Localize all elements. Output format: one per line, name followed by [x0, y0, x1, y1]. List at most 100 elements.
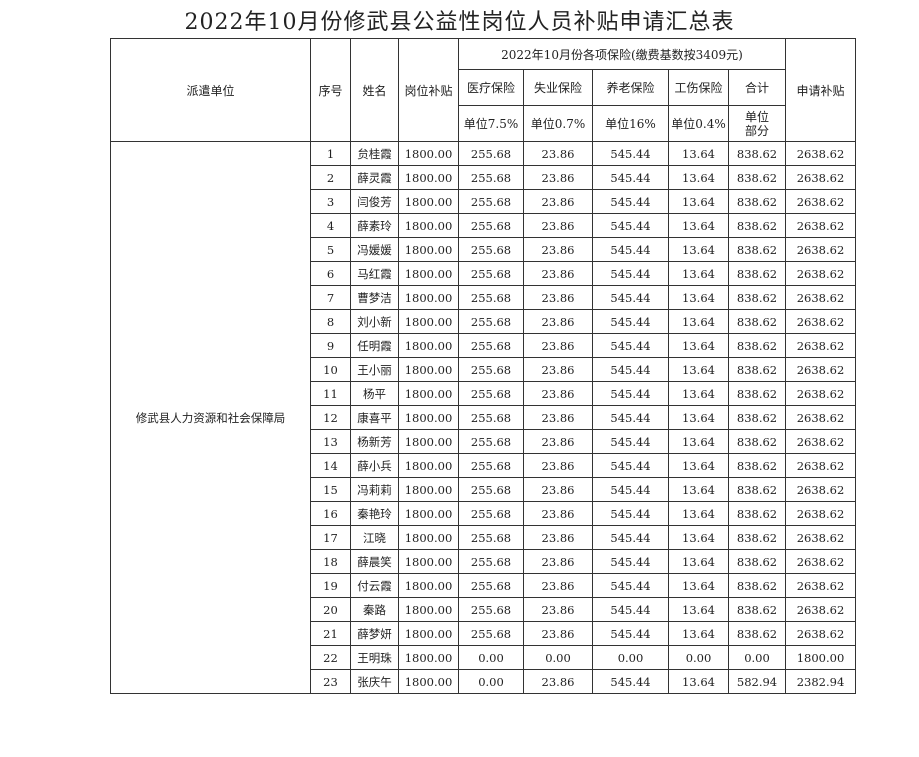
row-total: 838.62: [728, 189, 786, 214]
row-no: 6: [310, 261, 351, 286]
row-name: 刘小新: [350, 309, 399, 334]
row-medical: 255.68: [458, 309, 524, 334]
row-no: 9: [310, 333, 351, 358]
row-post-subsidy: 1800.00: [398, 549, 459, 574]
row-post-subsidy: 1800.00: [398, 357, 459, 382]
row-apply: 2638.62: [785, 261, 856, 286]
header-unemployment: 失业保险: [523, 69, 593, 106]
table-row: 4 薛素玲 1800.00 255.68 23.86 545.44 13.64 838.62 2…: [111, 213, 856, 238]
row-unemployment: 23.86: [523, 333, 593, 358]
row-post-subsidy: 1800.00: [398, 525, 459, 550]
row-no: 11: [310, 381, 351, 406]
row-post-subsidy: 1800.00: [398, 501, 459, 526]
row-name: 薛素玲: [350, 213, 399, 238]
row-injury: 13.64: [668, 453, 729, 478]
row-apply: 1800.00: [785, 645, 856, 670]
row-no: 7: [310, 285, 351, 310]
row-post-subsidy: 1800.00: [398, 453, 459, 478]
row-medical: 0.00: [458, 645, 524, 670]
row-medical: 255.68: [458, 597, 524, 622]
table-row: 19 付云霞 1800.00 255.68 23.86 545.44 13.64 838.62…: [111, 573, 856, 598]
row-name: 秦路: [350, 597, 399, 622]
row-post-subsidy: 1800.00: [398, 333, 459, 358]
row-apply: 2638.62: [785, 501, 856, 526]
row-no: 3: [310, 189, 351, 214]
row-unemployment: 23.86: [523, 213, 593, 238]
row-pension: 545.44: [592, 237, 669, 262]
table-row: 12 康喜平 1800.00 255.68 23.86 545.44 13.64 838.62…: [111, 405, 856, 430]
header-name: 姓名: [350, 38, 399, 142]
row-injury: 0.00: [668, 645, 729, 670]
row-medical: 255.68: [458, 453, 524, 478]
row-name: 马红霞: [350, 261, 399, 286]
row-no: 19: [310, 573, 351, 598]
row-total: 838.62: [728, 429, 786, 454]
row-no: 15: [310, 477, 351, 502]
row-total: 838.62: [728, 285, 786, 310]
row-injury: 13.64: [668, 309, 729, 334]
row-no: 21: [310, 621, 351, 646]
table-row: 11 杨平 1800.00 255.68 23.86 545.44 13.64 838.62 2…: [111, 381, 856, 406]
row-total: 838.62: [728, 357, 786, 382]
row-total: 838.62: [728, 333, 786, 358]
row-apply: 2638.62: [785, 189, 856, 214]
row-name: 薛小兵: [350, 453, 399, 478]
row-medical: 255.68: [458, 621, 524, 646]
header-total-note: 单位部分: [728, 105, 786, 142]
row-injury: 13.64: [668, 165, 729, 190]
table-row: 9 任明霞 1800.00 255.68 23.86 545.44 13.64 838.62 2…: [111, 333, 856, 358]
row-injury: 13.64: [668, 333, 729, 358]
row-pension: 545.44: [592, 669, 669, 694]
row-name: 杨新芳: [350, 429, 399, 454]
row-apply: 2638.62: [785, 405, 856, 430]
table-row: 17 江晓 1800.00 255.68 23.86 545.44 13.64 838.62 2…: [111, 525, 856, 550]
row-unemployment: 23.86: [523, 621, 593, 646]
row-injury: 13.64: [668, 237, 729, 262]
row-pension: 545.44: [592, 621, 669, 646]
row-unemployment: 23.86: [523, 453, 593, 478]
row-no: 20: [310, 597, 351, 622]
row-injury: 13.64: [668, 357, 729, 382]
row-pension: 545.44: [592, 333, 669, 358]
row-injury: 13.64: [668, 621, 729, 646]
row-name: 曹梦洁: [350, 285, 399, 310]
table-row: 13 杨新芳 1800.00 255.68 23.86 545.44 13.64 838.62…: [111, 429, 856, 454]
row-apply: 2638.62: [785, 285, 856, 310]
row-total: 838.62: [728, 525, 786, 550]
row-injury: 13.64: [668, 213, 729, 238]
row-apply: 2638.62: [785, 525, 856, 550]
table-row: 23 张庆午 1800.00 0.00 23.86 545.44 13.64 582.94 23…: [111, 669, 856, 694]
row-unemployment: 23.86: [523, 237, 593, 262]
row-name: 张庆午: [350, 669, 399, 694]
row-apply: 2638.62: [785, 141, 856, 166]
row-total: 838.62: [728, 453, 786, 478]
row-medical: 255.68: [458, 261, 524, 286]
row-medical: 255.68: [458, 501, 524, 526]
row-total: 838.62: [728, 573, 786, 598]
row-medical: 255.68: [458, 477, 524, 502]
row-unemployment: 23.86: [523, 261, 593, 286]
row-name: 冯莉莉: [350, 477, 399, 502]
row-post-subsidy: 1800.00: [398, 285, 459, 310]
row-name: 杨平: [350, 381, 399, 406]
row-injury: 13.64: [668, 477, 729, 502]
row-unemployment: 23.86: [523, 429, 593, 454]
row-injury: 13.64: [668, 405, 729, 430]
row-unemployment: 23.86: [523, 165, 593, 190]
row-name: 付云霞: [350, 573, 399, 598]
table-row: 14 薛小兵 1800.00 255.68 23.86 545.44 13.64 838.62…: [111, 453, 856, 478]
row-unemployment: 23.86: [523, 357, 593, 382]
row-pension: 545.44: [592, 549, 669, 574]
row-name: 薛灵霞: [350, 165, 399, 190]
row-no: 4: [310, 213, 351, 238]
row-unemployment: 23.86: [523, 285, 593, 310]
row-no: 22: [310, 645, 351, 670]
row-name: 冯媛媛: [350, 237, 399, 262]
row-unemployment: 23.86: [523, 573, 593, 598]
table-row: 20 秦路 1800.00 255.68 23.86 545.44 13.64 838.62 2…: [111, 597, 856, 622]
row-no: 1: [310, 141, 351, 166]
row-no: 5: [310, 237, 351, 262]
row-pension: 545.44: [592, 597, 669, 622]
row-medical: 255.68: [458, 285, 524, 310]
row-unemployment: 23.86: [523, 669, 593, 694]
